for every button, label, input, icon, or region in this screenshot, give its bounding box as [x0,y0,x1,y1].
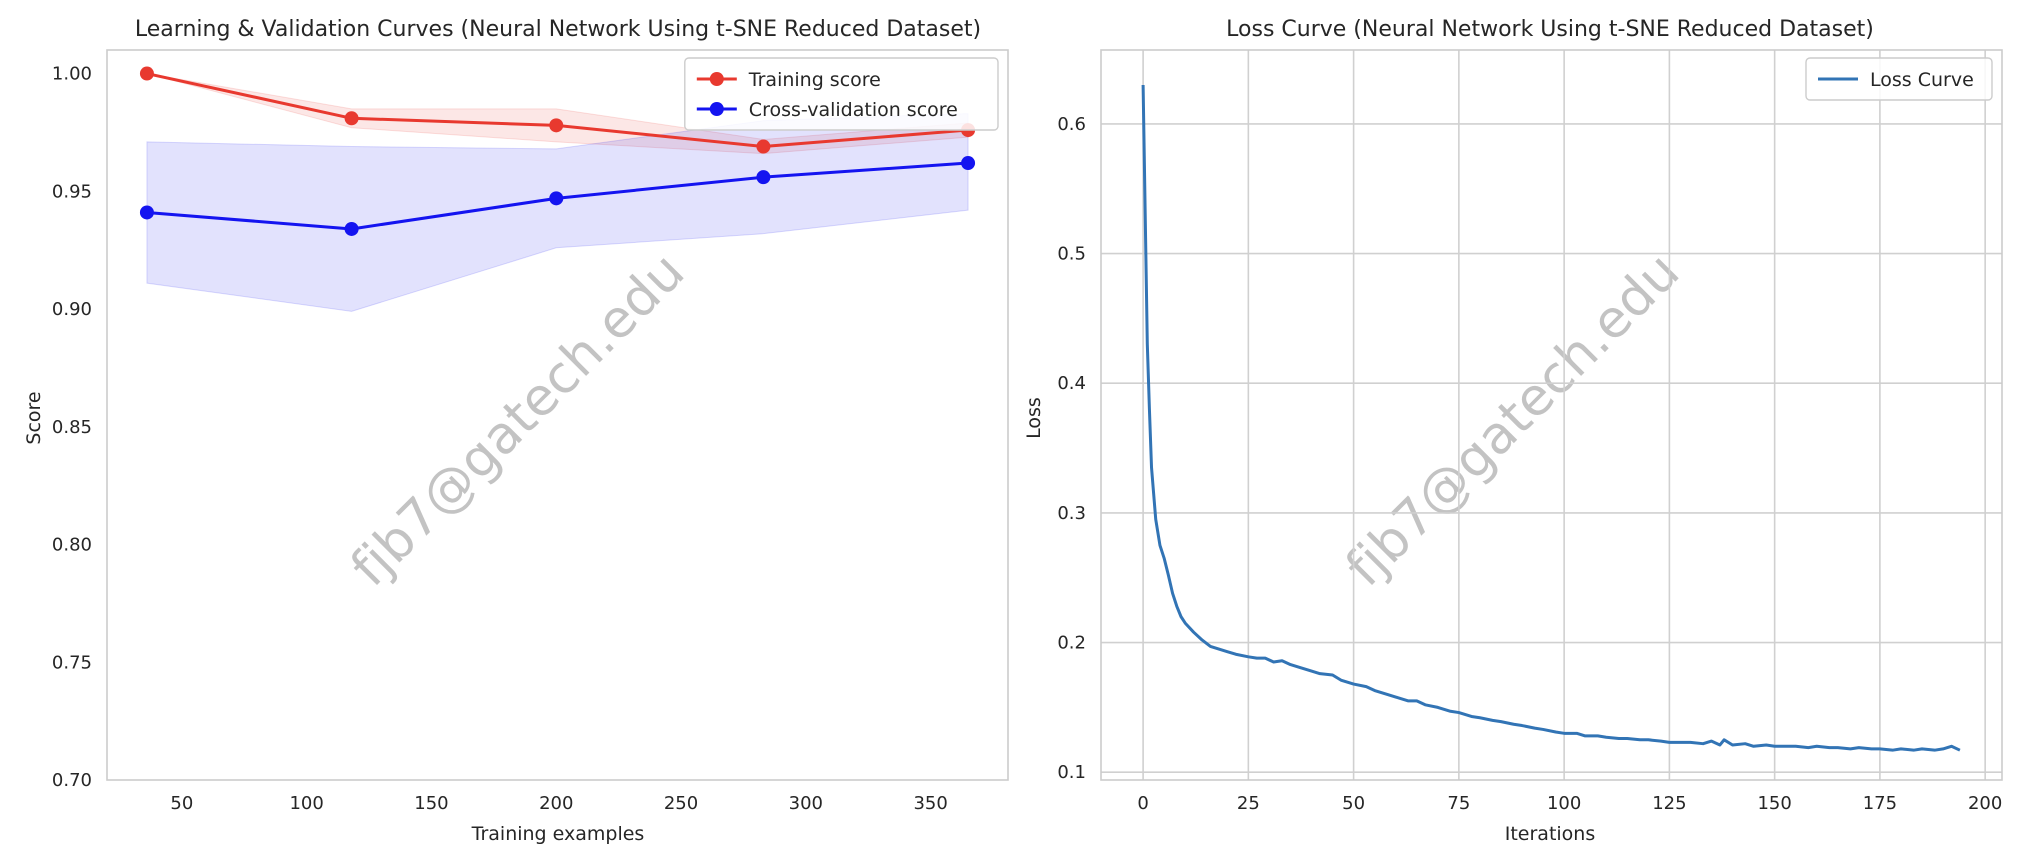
learning-curve-point [344,111,359,126]
loss-curve-xtick-label: 175 [1863,793,1897,814]
loss-curve-xtick-label: 100 [1547,793,1581,814]
learning-curve-xtick-label: 250 [664,793,698,814]
loss-curve-ytick-label: 0.2 [1057,633,1086,654]
loss-curve-xtick-label: 50 [1342,793,1365,814]
learning-curve-xtick-label: 150 [414,793,448,814]
learning-curve-legend-box [684,57,999,131]
learning-curve-point [756,170,771,185]
loss-curve-xtick-label: 125 [1652,793,1686,814]
learning-curve-ytick-label: 0.90 [52,299,92,320]
learning-curve-point [344,221,359,236]
learning-curve-ytick-label: 0.75 [52,652,92,673]
loss-curve-title: Loss Curve (Neural Network Using t-SNE R… [1226,17,1874,42]
learning-curve-point [549,191,564,206]
loss-curve-ytick-label: 0.1 [1057,762,1086,783]
learning-curve-xtick-label: 100 [289,793,323,814]
loss-curve-xlabel: Iterations [1505,823,1596,845]
learning-curve-legend-marker [709,72,724,86]
learning-curve-xtick-label: 300 [789,793,823,814]
loss-curve-ytick-label: 0.6 [1057,114,1086,135]
learning-curve-ytick-label: 0.80 [52,535,92,556]
learning-curve-legend-marker [709,102,724,116]
learning-curve-xtick-label: 50 [170,793,193,814]
loss-curve-xtick-label: 200 [1968,793,2002,814]
learning-curve-ytick-label: 0.85 [52,417,92,438]
loss-curve-ytick-label: 0.5 [1057,244,1086,265]
loss-curve-xtick-label: 75 [1447,793,1470,814]
learning-curve-ytick-label: 0.95 [52,181,92,202]
learning-curve-point [139,205,154,220]
learning-curve-band [146,113,969,312]
learning-curve-xtick-label: 200 [539,793,573,814]
loss-curve-legend-label: Loss Curve [1870,69,1974,91]
learning-curve-point [961,156,976,171]
learning-curve-axes-frame [106,49,1009,781]
learning-curve-point [139,66,154,81]
loss-curve-ylabel: Loss [1023,397,1045,439]
loss-curve-series-line [1141,84,1961,752]
loss-curve-axes-frame [1100,49,2003,781]
loss-curve-xtick-label: 0 [1137,793,1148,814]
learning-curve-xtick-label: 350 [913,793,947,814]
learning-curve-ylabel: Score [23,391,45,444]
loss-curve-xtick-label: 25 [1237,793,1260,814]
loss-curve-ytick-label: 0.3 [1057,503,1086,524]
learning-curve-legend-label: Training score [748,69,881,91]
learning-curve-title: Learning & Validation Curves (Neural Net… [135,17,981,42]
learning-curve-point [756,139,771,154]
learning-curve-legend-label: Cross-validation score [749,99,958,121]
loss-curve-legend-box [1805,57,1993,101]
loss-curve-ytick-label: 0.4 [1057,373,1086,394]
learning-curve-ytick-label: 0.70 [52,770,92,791]
learning-curve-point [549,118,564,133]
loss-curve-xtick-label: 150 [1757,793,1791,814]
learning-curve-ytick-label: 1.00 [52,64,92,85]
learning-curve-xlabel: Training examples [471,823,645,845]
